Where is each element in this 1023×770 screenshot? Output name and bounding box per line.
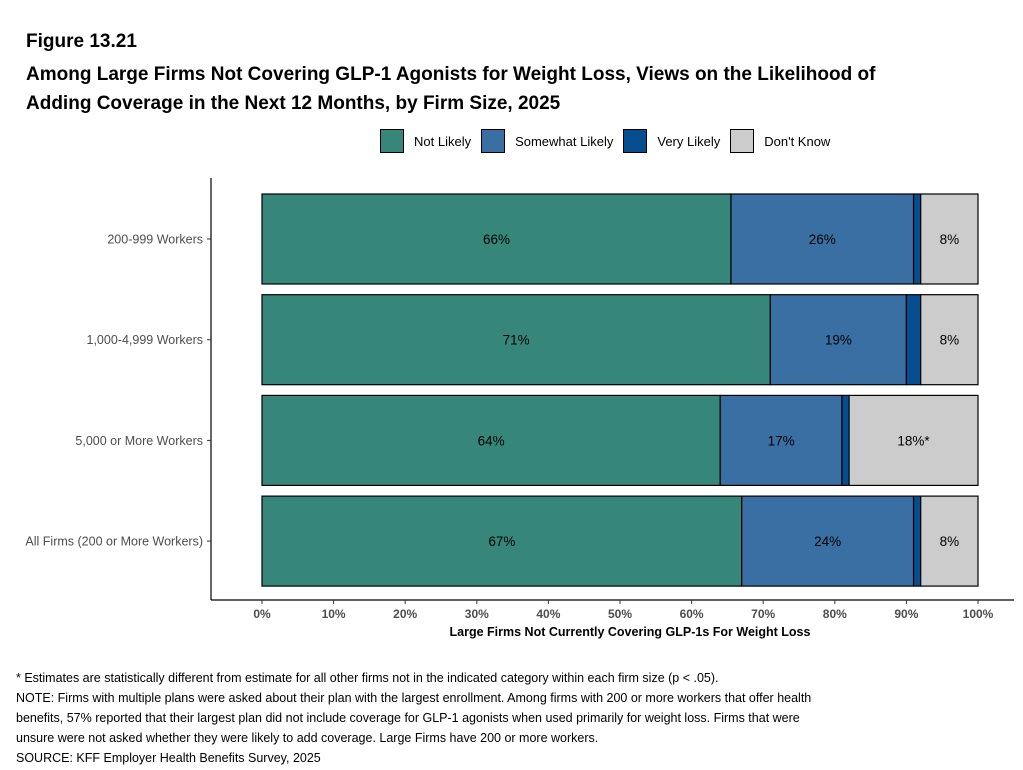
legend-label-somewhat-likely: Somewhat Likely	[515, 133, 614, 149]
legend-item-dont-know: Don't Know	[730, 129, 830, 153]
y-tick-label-5-000-or-more-workers: 5,000 or More Workers	[75, 434, 203, 448]
x-tick-label-80: 80%	[823, 607, 847, 621]
footnote-source: SOURCE: KFF Employer Health Benefits Sur…	[16, 751, 321, 765]
data-label-don-t-know-200-999-workers: 8%	[940, 232, 960, 247]
x-tick-label-10: 10%	[322, 607, 346, 621]
data-label-don-t-know-all-firms-200-or-more-workers: 8%	[940, 534, 960, 549]
bar-somewhat-likely-all-firms-200-or-more-workers	[741, 495, 915, 587]
y-tick-label-1-000-4-999-workers: 1,000-4,999 Workers	[87, 333, 204, 347]
footnotes: * Estimates are statistically different …	[16, 668, 1006, 768]
chart-title: Among Large Firms Not Covering GLP-1 Ago…	[26, 60, 1006, 118]
x-tick-label-0: 0%	[253, 607, 271, 621]
bar-very-likely-200-999-workers	[912, 193, 922, 285]
data-label-not-likely-1-000-4-999-workers: 71%	[503, 333, 530, 348]
chart-legend: Not Likely Somewhat Likely Very Likely D…	[380, 128, 840, 154]
legend-swatch-not-likely	[380, 129, 404, 153]
footnote-note-line-3: unsure were not asked whether they were …	[16, 731, 599, 745]
y-tick-label-200-999-workers: 200-999 Workers	[107, 233, 203, 247]
bar-not-likely-200-999-workers	[261, 193, 732, 285]
legend-swatch-dont-know	[730, 129, 755, 153]
legend-item-not-likely: Not Likely	[380, 129, 471, 153]
data-label-not-likely-all-firms-200-or-more-workers: 67%	[488, 534, 515, 549]
data-label-somewhat-likely-5-000-or-more-workers: 17%	[768, 433, 795, 448]
footnote-note-line-2: benefits, 57% reported that their larges…	[16, 711, 800, 725]
x-tick-label-70: 70%	[751, 607, 775, 621]
x-tick-label-50: 50%	[608, 607, 632, 621]
data-label-somewhat-likely-all-firms-200-or-more-workers: 24%	[814, 534, 841, 549]
x-tick-label-30: 30%	[465, 607, 489, 621]
chart-title-line-1: Among Large Firms Not Covering GLP-1 Ago…	[26, 64, 876, 85]
bar-very-likely-all-firms-200-or-more-workers	[912, 495, 922, 587]
bar-not-likely-5-000-or-more-workers	[261, 394, 721, 486]
bar-don-t-know-all-firms-200-or-more-workers	[920, 495, 979, 587]
data-label-don-t-know-1-000-4-999-workers: 8%	[940, 333, 960, 348]
bar-not-likely-1-000-4-999-workers	[261, 294, 771, 386]
data-label-somewhat-likely-200-999-workers: 26%	[809, 232, 836, 247]
x-tick-label-40: 40%	[536, 607, 560, 621]
legend-item-very-likely: Very Likely	[623, 129, 720, 153]
legend-label-very-likely: Very Likely	[657, 133, 721, 149]
legend-label-not-likely: Not Likely	[414, 133, 472, 149]
bar-don-t-know-5-000-or-more-workers	[848, 394, 979, 486]
x-axis-title: Large Firms Not Currently Covering GLP-1…	[450, 625, 811, 639]
y-tick-label-all-firms-200-or-more-workers: All Firms (200 or More Workers)	[25, 535, 203, 549]
x-tick-label-20: 20%	[393, 607, 417, 621]
data-label-not-likely-5-000-or-more-workers: 64%	[478, 433, 505, 448]
bar-very-likely-1-000-4-999-workers	[905, 294, 922, 386]
footnote-note-line-1: NOTE: Firms with multiple plans were ask…	[16, 691, 812, 705]
figure-label: Figure 13.21	[26, 31, 137, 52]
bar-very-likely-5-000-or-more-workers	[841, 394, 850, 486]
data-label-somewhat-likely-1-000-4-999-workers: 19%	[825, 333, 852, 348]
legend-swatch-very-likely	[623, 129, 648, 153]
bar-not-likely-all-firms-200-or-more-workers	[261, 495, 743, 587]
bar-somewhat-likely-1-000-4-999-workers	[769, 294, 907, 386]
bar-don-t-know-1-000-4-999-workers	[920, 294, 979, 386]
legend-item-somewhat-likely: Somewhat Likely	[481, 129, 613, 153]
chart-title-line-2: Adding Coverage in the Next 12 Months, b…	[26, 93, 561, 114]
data-label-don-t-know-5-000-or-more-workers: 18%*	[897, 433, 930, 448]
x-tick-label-60: 60%	[680, 607, 704, 621]
footnote-significance: * Estimates are statistically different …	[16, 671, 719, 685]
bar-somewhat-likely-200-999-workers	[730, 193, 915, 285]
bar-somewhat-likely-5-000-or-more-workers	[719, 394, 843, 486]
stacked-bar-chart: 200-999 Workers 66% 26% 8% 1,000-4,999 Worke…	[25, 178, 1014, 639]
x-tick-label-90: 90%	[894, 607, 918, 621]
x-tick-label-100: 100%	[963, 607, 994, 621]
bar-don-t-know-200-999-workers	[920, 193, 979, 285]
data-label-not-likely-200-999-workers: 66%	[483, 232, 510, 247]
legend-swatch-somewhat-likely	[481, 129, 506, 153]
legend-label-dont-know: Don't Know	[764, 133, 831, 149]
